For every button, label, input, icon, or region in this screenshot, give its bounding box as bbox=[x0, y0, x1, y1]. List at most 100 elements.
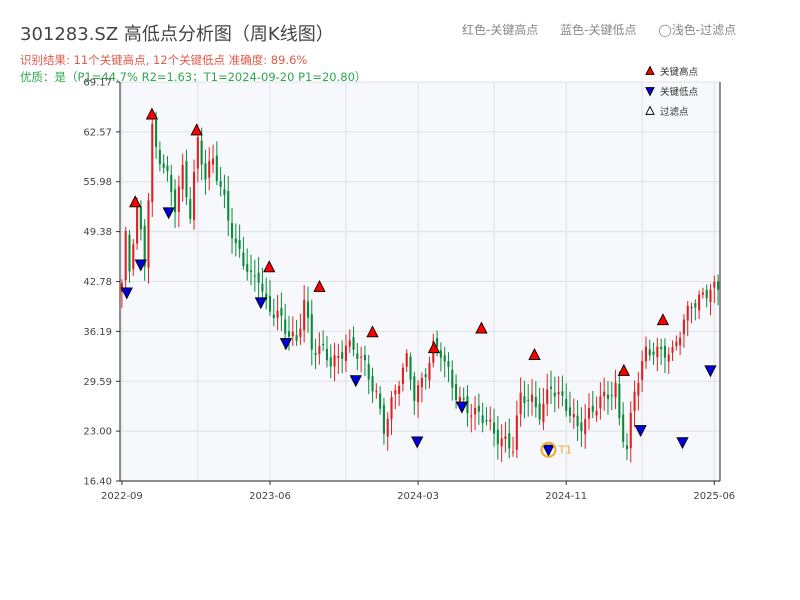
key-low-marker bbox=[279, 338, 293, 351]
y-tick-label: 62.57 bbox=[83, 127, 112, 138]
candle-body bbox=[386, 418, 389, 437]
candle-body bbox=[519, 392, 522, 415]
header-legend-note: 红色-关键高点 蓝色-关键低点 ◯浅色-过滤点 bbox=[462, 21, 736, 38]
candle-body bbox=[280, 308, 283, 316]
candle-body bbox=[424, 374, 427, 378]
y-tick-label: 49.38 bbox=[83, 227, 112, 238]
candle-body bbox=[565, 399, 568, 411]
candle-body bbox=[394, 390, 397, 395]
candle-body bbox=[622, 414, 625, 442]
candle-body bbox=[694, 303, 697, 308]
x-tick-label: 2024-03 bbox=[397, 491, 439, 502]
candle-body bbox=[306, 301, 310, 318]
candle-body bbox=[322, 343, 325, 346]
candle-body bbox=[352, 337, 355, 350]
candle-body bbox=[451, 369, 454, 388]
candle-body bbox=[717, 281, 720, 290]
quality-summary: 优质：是（P1=44.7% R2=1.63；T1=2024-09-20 P1=2… bbox=[20, 70, 367, 84]
candle-body bbox=[143, 225, 146, 267]
y-tick-label: 42.78 bbox=[83, 277, 112, 288]
candle-body bbox=[162, 163, 165, 168]
legend-marker bbox=[645, 87, 655, 97]
candle-body bbox=[375, 391, 378, 393]
annotation-ring bbox=[540, 441, 557, 458]
header-legend-low: 蓝色-关键低点 bbox=[560, 23, 637, 37]
candle-body bbox=[382, 404, 385, 434]
candle-body bbox=[614, 382, 617, 398]
candle-body bbox=[177, 186, 180, 212]
candle-body bbox=[253, 275, 256, 277]
candle-body bbox=[360, 356, 363, 358]
candle-body bbox=[671, 347, 674, 353]
chart-title: 301283.SZ 高低点分析图（周K线图） bbox=[20, 24, 334, 45]
key-high-marker bbox=[129, 195, 142, 208]
candle-body bbox=[132, 244, 135, 270]
candle-body bbox=[124, 231, 127, 281]
candle-body bbox=[709, 289, 712, 302]
candle-body bbox=[447, 361, 450, 367]
candle-body bbox=[530, 394, 534, 402]
candle-body bbox=[249, 270, 253, 273]
y-tick-label: 55.98 bbox=[83, 177, 112, 188]
candle-body bbox=[314, 352, 317, 355]
candle-body bbox=[610, 395, 613, 397]
candle-body bbox=[295, 335, 298, 341]
candle-body bbox=[504, 436, 507, 439]
candle-body bbox=[398, 385, 401, 394]
candle-body bbox=[443, 355, 446, 362]
candle-body bbox=[439, 350, 442, 358]
candle-body bbox=[379, 393, 382, 409]
candle-body bbox=[303, 299, 306, 331]
candle-body bbox=[637, 382, 640, 396]
candle-body bbox=[136, 203, 139, 244]
candle-body bbox=[344, 345, 347, 361]
candle-body bbox=[215, 155, 218, 181]
candle-body bbox=[618, 383, 621, 419]
candle-body bbox=[500, 438, 503, 447]
candle-body bbox=[356, 353, 359, 359]
legend-label: 关键高点 bbox=[660, 66, 699, 78]
candle-body bbox=[223, 189, 226, 195]
candles bbox=[120, 111, 720, 463]
candle-body bbox=[675, 341, 678, 346]
candle-body bbox=[584, 419, 587, 435]
candle-body bbox=[489, 419, 492, 422]
candle-body bbox=[257, 272, 260, 283]
candle-body bbox=[470, 415, 473, 417]
candle-body bbox=[698, 294, 701, 311]
candle-body bbox=[455, 384, 458, 401]
candle-body bbox=[341, 352, 344, 359]
candle-body bbox=[200, 140, 203, 165]
key-high-marker bbox=[427, 341, 441, 354]
key-high-marker bbox=[190, 123, 203, 136]
candle-body bbox=[690, 306, 693, 308]
key-low-marker bbox=[254, 297, 267, 310]
candle-body bbox=[284, 319, 287, 334]
key-low-marker bbox=[542, 444, 555, 457]
candle-body bbox=[474, 407, 477, 415]
candle-body bbox=[333, 355, 336, 367]
candle-body bbox=[272, 314, 275, 318]
candle-body bbox=[420, 377, 423, 388]
candle-body bbox=[523, 396, 526, 404]
candle-body bbox=[299, 328, 302, 338]
candle-body bbox=[641, 360, 644, 380]
candle-body bbox=[310, 314, 313, 350]
candle-body bbox=[682, 319, 685, 335]
candle-body bbox=[576, 415, 579, 427]
y-tick-label: 16.40 bbox=[83, 477, 112, 488]
candle-body bbox=[174, 189, 177, 213]
x-tick-label: 2025-06 bbox=[693, 491, 735, 502]
candle-body bbox=[413, 376, 416, 401]
candle-body bbox=[660, 346, 663, 350]
candle-body bbox=[227, 190, 230, 221]
candle-body bbox=[337, 355, 340, 359]
candle-body bbox=[686, 305, 689, 321]
candle-body bbox=[462, 398, 465, 400]
candle-body bbox=[208, 160, 211, 178]
candle-body bbox=[428, 363, 431, 381]
y-tick-label: 23.00 bbox=[83, 427, 112, 438]
candle-body bbox=[538, 403, 541, 420]
candle-body bbox=[276, 310, 279, 318]
candle-body bbox=[409, 356, 412, 380]
